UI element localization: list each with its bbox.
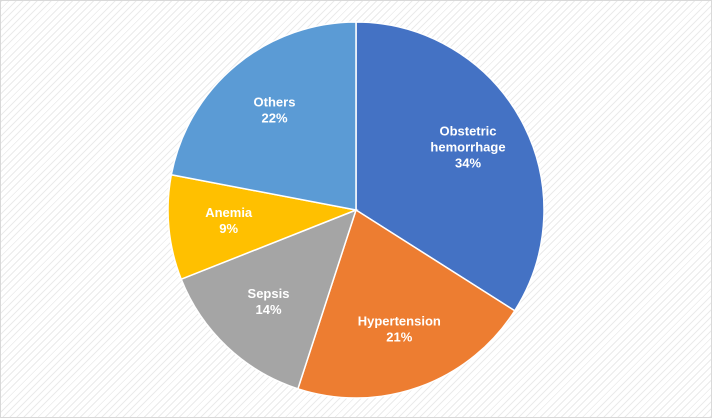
- slice-value-label: 14%: [255, 303, 281, 318]
- pie-slice-others: [170, 21, 357, 211]
- slice-value-label: 9%: [219, 221, 238, 236]
- slice-value-label: 22%: [261, 111, 287, 126]
- pie-slice-hypertension: [296, 208, 516, 399]
- slice-label-hypertension: Hypertension 21%: [358, 314, 441, 345]
- slice-value-label: 21%: [386, 330, 412, 345]
- slice-label-obstetric-hemorrhage: Obstetric hemorrhage 34%: [430, 124, 505, 171]
- pie-slice-obstetric-hemorrhage: [355, 21, 545, 312]
- slice-label-sepsis: Sepsis 14%: [248, 287, 290, 318]
- slice-category-label: Others: [254, 95, 296, 110]
- slice-label-others: Others 22%: [254, 95, 296, 126]
- pie-slice-anemia: [167, 173, 359, 281]
- slice-value-label: 34%: [455, 156, 481, 171]
- slice-category-label: Sepsis: [248, 287, 290, 302]
- slice-category-label: Obstetric: [439, 124, 496, 139]
- slice-category-label: hemorrhage: [430, 140, 505, 155]
- pie-slice-sepsis: [180, 208, 358, 390]
- slice-labels: Obstetric hemorrhage 34% Hypertension 21% Sep…: [205, 95, 505, 345]
- slice-category-label: Hypertension: [358, 314, 441, 329]
- pie-slices: [167, 21, 545, 399]
- slice-category-label: Anemia: [205, 205, 253, 220]
- slice-label-anemia: Anemia 9%: [205, 205, 253, 236]
